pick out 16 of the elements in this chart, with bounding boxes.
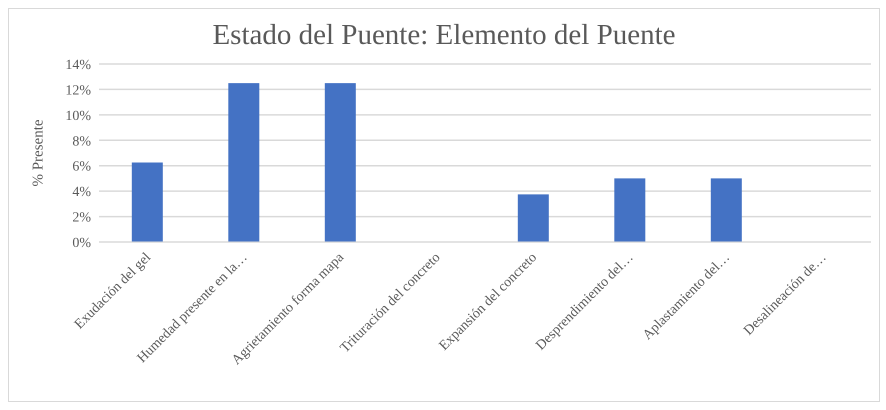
y-tick-label: 14% xyxy=(65,58,92,73)
y-axis-title: % Presente xyxy=(30,119,46,187)
y-tick-label: 8% xyxy=(72,134,92,150)
y-tick-label: 12% xyxy=(65,83,92,98)
y-tick-label: 6% xyxy=(72,160,92,175)
y-tick-label: 2% xyxy=(72,210,92,226)
bar xyxy=(710,178,742,242)
bar xyxy=(132,162,163,242)
y-tick-label: 10% xyxy=(65,108,92,124)
bar xyxy=(518,194,549,242)
chart-title: Estado del Puente: Elemento del Puente xyxy=(211,19,677,52)
bar xyxy=(228,83,260,242)
y-tick-label: 0% xyxy=(72,236,92,251)
bar xyxy=(324,83,356,242)
bar xyxy=(614,178,646,242)
y-tick-label: 4% xyxy=(72,185,92,200)
